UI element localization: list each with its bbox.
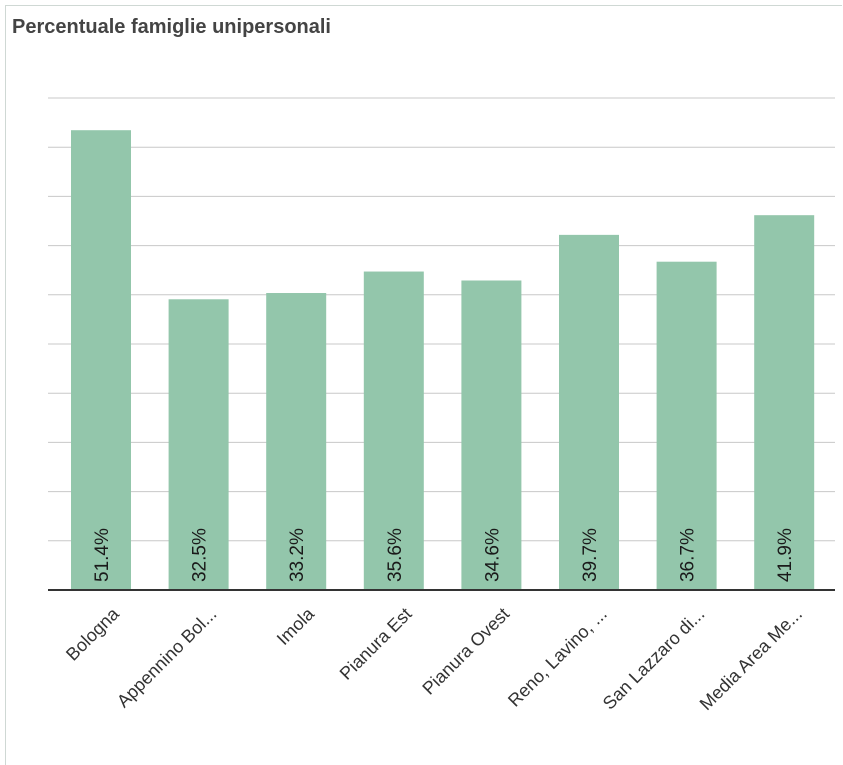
x-tick-label: Appennino Bol... bbox=[113, 604, 221, 712]
bar-1[interactable] bbox=[168, 299, 229, 590]
gridlines bbox=[48, 97, 835, 542]
chart-frame bbox=[5, 5, 842, 765]
x-tick-label: Imola bbox=[273, 603, 319, 649]
bar-3[interactable] bbox=[363, 271, 424, 590]
x-tick-label: Media Area Me... bbox=[696, 604, 806, 714]
bar-6[interactable] bbox=[656, 261, 717, 590]
x-tick-label: Bologna bbox=[62, 603, 124, 665]
bar-value-label: 39.7% bbox=[580, 528, 601, 582]
bar-value-label: 51.4% bbox=[92, 528, 113, 582]
bar-value-label: 35.6% bbox=[385, 528, 406, 582]
bar-value-labels: 51.4% 32.5% 33.2% 35.6% 34.6% 39.7% 36.7% 41.9% bbox=[92, 528, 796, 582]
bar-5[interactable] bbox=[559, 234, 619, 590]
x-tick-label: Pianura Est bbox=[336, 604, 416, 684]
bars bbox=[71, 130, 815, 590]
chart-title: Percentuale famiglie unipersonali bbox=[12, 16, 331, 38]
x-tick-label: San Lazzaro di... bbox=[599, 604, 709, 714]
bar-2[interactable] bbox=[266, 293, 327, 590]
x-tick-label: Pianura Ovest bbox=[418, 604, 513, 699]
bar-4[interactable] bbox=[461, 280, 522, 590]
bar-value-label: 36.7% bbox=[678, 528, 699, 582]
bar-7[interactable] bbox=[754, 215, 815, 590]
bar-value-label: 32.5% bbox=[190, 528, 211, 582]
x-tick-label: Reno, Lavino, ... bbox=[504, 604, 611, 711]
bar-value-label: 41.9% bbox=[775, 528, 796, 582]
bar-0[interactable] bbox=[71, 130, 131, 590]
bar-value-label: 34.6% bbox=[482, 528, 503, 582]
bar-value-label: 33.2% bbox=[287, 528, 308, 582]
